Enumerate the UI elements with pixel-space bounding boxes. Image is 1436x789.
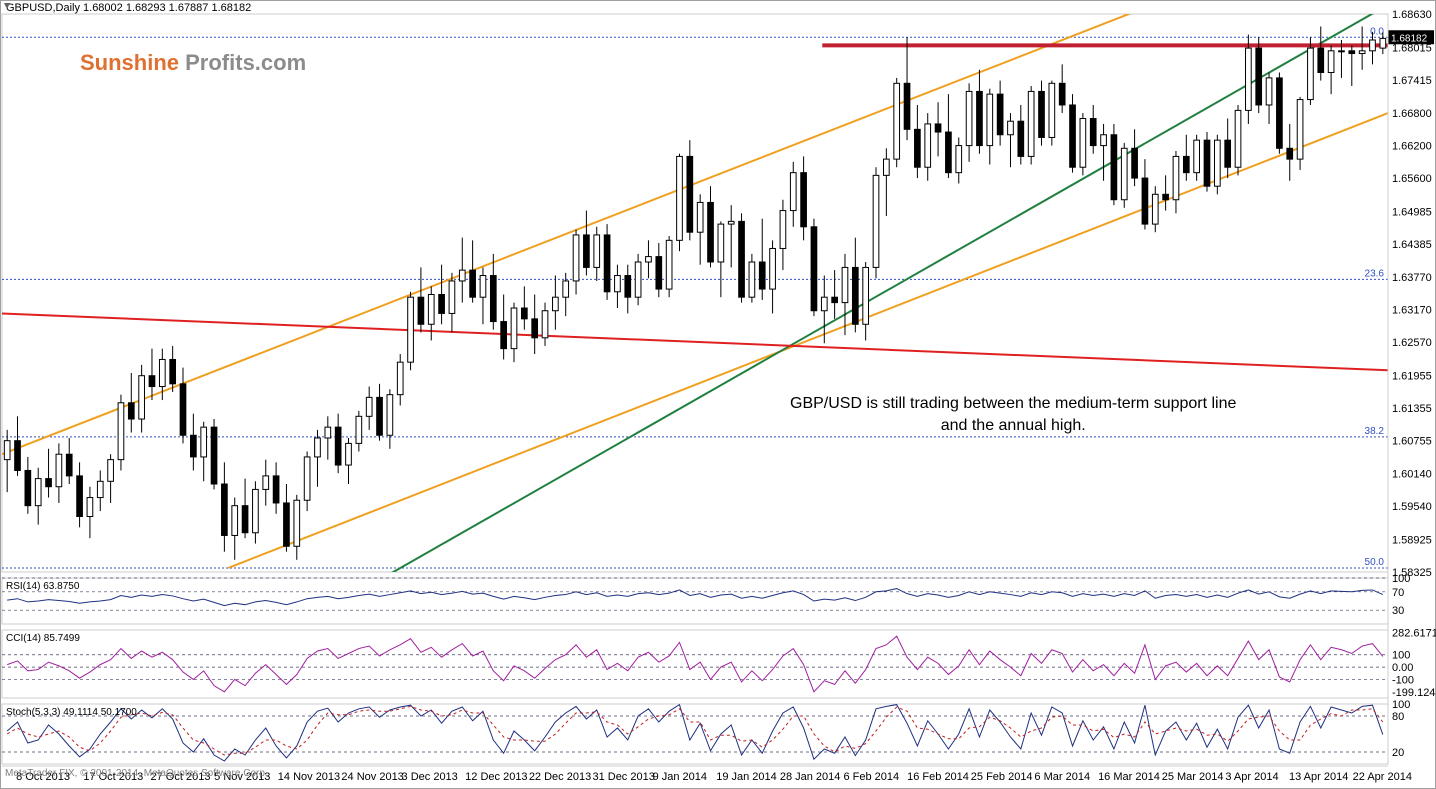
x-axis-label: 25 Feb 2014 bbox=[971, 771, 1033, 783]
indicator-panel[interactable] bbox=[2, 630, 1388, 698]
x-axis-label: 22 Dec 2013 bbox=[529, 771, 591, 783]
indicator-tick: 100 bbox=[1392, 573, 1410, 585]
indicator-tick: 80 bbox=[1392, 711, 1404, 723]
indicator-tick: 100 bbox=[1392, 650, 1410, 662]
annotation-line2: and the annual high. bbox=[941, 417, 1086, 434]
price-tick: 1.61355 bbox=[1392, 403, 1432, 415]
x-axis-label: 3 Apr 2014 bbox=[1225, 771, 1278, 783]
x-axis-label: 22 Apr 2014 bbox=[1353, 771, 1412, 783]
x-axis-label: 6 Mar 2014 bbox=[1034, 771, 1090, 783]
annotation-line1: GBP/USD is still trading between the med… bbox=[790, 395, 1237, 412]
watermark: Sunshine Profits.com bbox=[80, 50, 306, 75]
price-tick: 1.61955 bbox=[1392, 370, 1432, 382]
price-tick: 1.68630 bbox=[1392, 9, 1432, 21]
indicator-tick: 100 bbox=[1392, 699, 1410, 711]
price-tick: 1.60755 bbox=[1392, 435, 1432, 447]
price-tick: 1.63170 bbox=[1392, 305, 1432, 317]
indicator-tick: -100 bbox=[1392, 674, 1414, 686]
copyright: MetaTrader FIX, © 2001-2014, MetaQuotes … bbox=[5, 768, 268, 779]
indicator-tick: 70 bbox=[1392, 587, 1404, 599]
price-tick: 1.66800 bbox=[1392, 108, 1432, 120]
indicator-tick: 30 bbox=[1392, 605, 1404, 617]
fib-label: 23.6 bbox=[1365, 268, 1385, 279]
x-axis-label: 3 Dec 2013 bbox=[402, 771, 458, 783]
indicator-tick: -199.1243 bbox=[1392, 687, 1436, 699]
price-tick: 1.58925 bbox=[1392, 535, 1432, 547]
x-axis-label: 6 Feb 2014 bbox=[844, 771, 900, 783]
x-axis-label: 14 Nov 2013 bbox=[278, 771, 340, 783]
price-tick: 1.62570 bbox=[1392, 337, 1432, 349]
x-axis-label: 13 Apr 2014 bbox=[1289, 771, 1348, 783]
price-tick: 1.66200 bbox=[1392, 141, 1432, 153]
indicator-label: CCI(14) 85.7499 bbox=[6, 633, 80, 644]
price-tick: 1.64385 bbox=[1392, 239, 1432, 251]
x-axis-label: 19 Jan 2014 bbox=[716, 771, 777, 783]
price-tick: 1.65600 bbox=[1392, 173, 1432, 185]
indicator-tick: 282.6171 bbox=[1392, 627, 1436, 639]
indicator-label: RSI(14) 63.8750 bbox=[6, 581, 80, 592]
price-tick: 1.64985 bbox=[1392, 206, 1432, 218]
symbol-label: GBPUSD,Daily 1.68002 1.68293 1.67887 1.6… bbox=[6, 2, 251, 14]
price-tick: 1.60140 bbox=[1392, 469, 1432, 481]
x-axis-label: 28 Jan 2014 bbox=[780, 771, 841, 783]
x-axis-label: 24 Nov 2013 bbox=[341, 771, 403, 783]
x-axis-label: 16 Feb 2014 bbox=[907, 771, 969, 783]
indicator-tick: 20 bbox=[1392, 747, 1404, 759]
indicator-panel[interactable] bbox=[2, 704, 1388, 764]
price-tick: 1.59540 bbox=[1392, 501, 1432, 513]
x-axis-label: 12 Dec 2013 bbox=[465, 771, 527, 783]
indicator-label: Stoch(5,3,3) 49.1114 50.1700 bbox=[6, 707, 137, 718]
x-axis-label: 31 Dec 2013 bbox=[592, 771, 654, 783]
x-axis-label: 25 Mar 2014 bbox=[1162, 771, 1224, 783]
price-marker-label: 1.68182 bbox=[1391, 33, 1428, 44]
x-axis-label: 9 Jan 2014 bbox=[653, 771, 707, 783]
price-tick: 1.63770 bbox=[1392, 272, 1432, 284]
price-panel[interactable] bbox=[2, 14, 1388, 572]
x-axis-label: 16 Mar 2014 bbox=[1098, 771, 1160, 783]
indicator-tick: 0.00 bbox=[1392, 662, 1413, 674]
fib-label: 50.0 bbox=[1365, 557, 1385, 568]
fib-label: 38.2 bbox=[1365, 426, 1385, 437]
price-tick: 1.67415 bbox=[1392, 75, 1432, 87]
